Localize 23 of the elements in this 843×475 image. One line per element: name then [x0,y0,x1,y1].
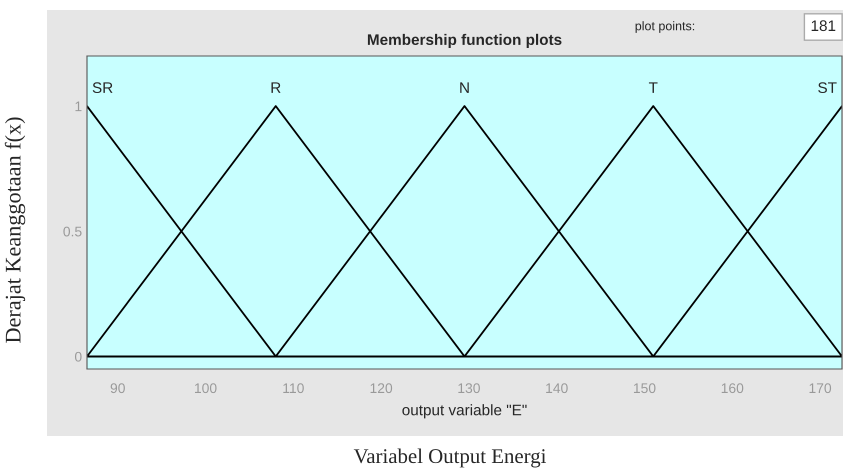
x-tick-label: 130 [458,383,480,394]
x-tick-label: 110 [283,383,304,394]
chart-title: Membership function plots [368,34,562,48]
series-label: R [271,82,281,93]
text: Variabel Output Energi [354,448,546,468]
y-tick-label: 0 [74,352,82,362]
x-tick-label: 120 [370,383,392,394]
x-tick-label: 160 [722,383,744,394]
series-label: T [648,82,658,93]
series-label: N [460,82,469,93]
series-label: ST [818,82,837,94]
x-tick-label: 150 [634,383,656,394]
y-tick-label: 0.5 [63,226,82,236]
text: plot points: [636,21,694,33]
text: 181 [812,20,836,32]
series-label: SR [92,82,113,94]
x-tick-label: 100 [194,383,217,394]
y-axis-title: Derajat Keanggotaan f(x) [4,117,26,343]
x-tick-label: 170 [810,383,832,394]
x-axis-title: output variable "E" [402,404,527,418]
x-tick-label: 90 [110,383,125,394]
x-tick-label: 140 [546,383,568,394]
y-tick-label: 1 [75,102,82,112]
